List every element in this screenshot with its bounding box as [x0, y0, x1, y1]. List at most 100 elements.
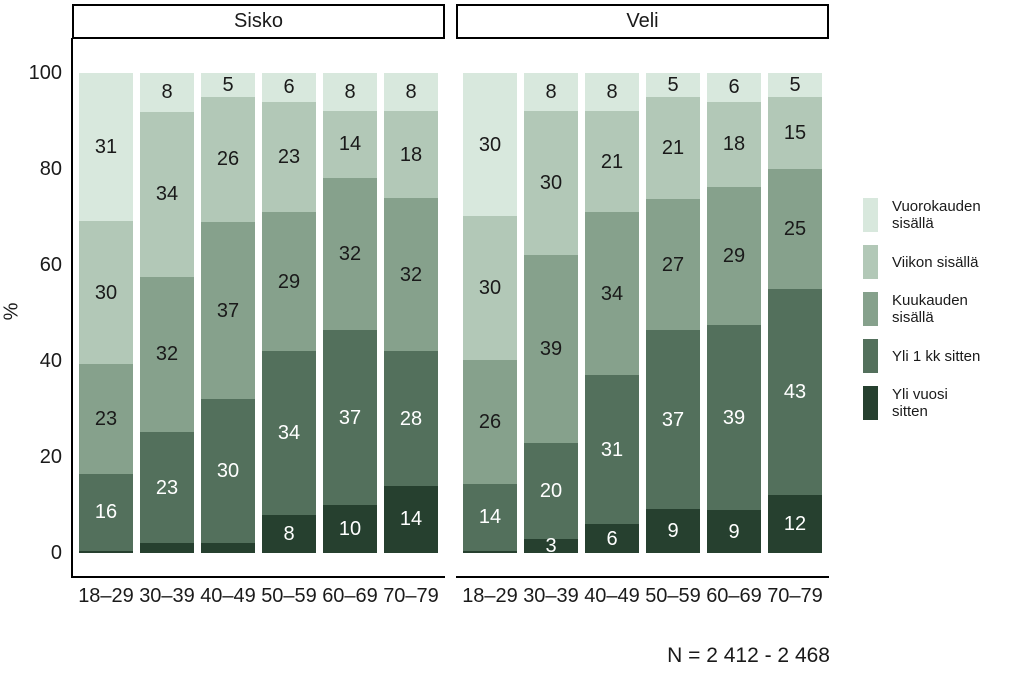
bar-segment: 3 [524, 536, 578, 556]
bar-segment: 14 [463, 483, 517, 551]
bar-value-label: 8 [606, 81, 618, 104]
bar-segment: 30 [201, 399, 255, 544]
bar-segment: 30 [463, 73, 517, 217]
bar-segment: 10 [323, 505, 377, 553]
stacked-bar: 8 14 32 37 10 [323, 73, 377, 553]
bar-value-label: 14 [478, 506, 502, 529]
bar-segment: 43 [768, 289, 822, 496]
bar-value-label: 26 [478, 410, 502, 433]
y-axis-line [71, 38, 73, 578]
bar-segment: 32 [384, 197, 438, 352]
legend-color-swatch [863, 292, 878, 326]
bar-segment: 14 [323, 111, 377, 178]
bar-segment: 32 [323, 177, 377, 330]
x-axis-line [72, 576, 445, 578]
stacked-bar: 6 23 29 34 8 [262, 73, 316, 553]
bar-segment: 6 [585, 524, 639, 553]
bar-segment: 39 [524, 255, 578, 443]
bar-segment: 37 [201, 221, 255, 400]
bar-value-label: 6 [283, 76, 295, 99]
legend-label: Viikon sisällä [892, 254, 978, 271]
bar-value-label: 5 [789, 74, 801, 96]
bar-value-label: 37 [338, 406, 362, 429]
bar-value-label: 37 [661, 408, 685, 431]
bar-segment: 15 [768, 97, 822, 169]
bar-segment: 5 [201, 73, 255, 97]
bar-segment: 30 [524, 111, 578, 256]
x-tick-label: 60–69 [322, 585, 378, 607]
legend-label-line: Yli 1 kk sitten [892, 347, 981, 365]
bar-value-label: 32 [155, 343, 179, 366]
bar-value-label: 8 [161, 81, 173, 104]
bar-value-label: 6 [606, 527, 618, 550]
bar-value-label: 9 [728, 520, 740, 543]
bar-value-label: 34 [600, 282, 624, 305]
y-tick-label: 80 [39, 158, 62, 180]
x-tick-label: 30–39 [523, 585, 579, 607]
bar-value-label: 29 [722, 244, 746, 267]
legend-label: Vuorokauden sisällä [892, 198, 981, 232]
bars-area: 30 30 26 14 8 30 39 20 3 8 21 34 31 6 5 21 27 37 9 6 18 29 39 9… [456, 73, 829, 556]
x-tick-label: 40–49 [200, 585, 256, 607]
stacked-bar: 30 30 26 14 [463, 73, 517, 553]
stacked-bar: 5 15 25 43 12 [768, 73, 822, 553]
bar-segment: 5 [646, 73, 700, 98]
legend: Vuorokauden sisällä Viikon sisällä Kuukaude… [863, 198, 981, 420]
legend-color-swatch [863, 245, 878, 279]
bar-segment: 23 [262, 101, 316, 213]
bar-value-label: 20 [539, 479, 563, 502]
bar-value-label: 25 [783, 218, 807, 240]
x-tick-label: 50–59 [261, 585, 317, 607]
bar-segment: 18 [707, 101, 761, 188]
bar-segment: 6 [707, 73, 761, 102]
stacked-bar: 8 21 34 31 6 [585, 73, 639, 553]
legend-color-swatch [863, 386, 878, 420]
legend-label: Yli vuosi sitten [892, 386, 948, 420]
bar-value-label: 32 [399, 263, 423, 286]
bar-value-label: 21 [661, 137, 685, 160]
sample-size-note: N = 2 412 - 2 468 [667, 644, 830, 667]
bar-segment: 23 [79, 364, 133, 475]
bar-value-label: 9 [667, 520, 679, 543]
bar-value-label: 29 [277, 270, 301, 293]
bar-value-label: 23 [155, 476, 179, 499]
bars-area: 31 30 23 16 8 34 32 23 5 26 37 30 6 23 29 34 8 8 14 32 37 10 8… [72, 73, 445, 553]
y-tick-label: 100 [28, 62, 62, 84]
stacked-bar: 8 34 32 23 [140, 73, 194, 553]
x-axis-tick-labels: 18–29 30–39 40–49 50–59 60–69 70–79 [456, 584, 829, 608]
bar-value-label: 18 [722, 133, 746, 156]
bar-segment: 23 [140, 431, 194, 544]
bar-segment: 25 [768, 169, 822, 289]
legend-item: Kuukauden sisällä [863, 292, 981, 326]
bar-value-label: 30 [478, 276, 502, 299]
bar-value-label: 34 [277, 421, 301, 444]
bar-value-label: 21 [600, 150, 624, 173]
y-tick-label: 40 [39, 350, 62, 372]
bar-segment: 8 [524, 73, 578, 112]
bar-segment: 32 [140, 276, 194, 432]
bar-value-label: 39 [722, 406, 746, 429]
bar-value-label: 34 [155, 183, 179, 206]
bar-segment: 6 [262, 73, 316, 102]
bar-value-label: 14 [338, 133, 362, 156]
bar-segment: 26 [201, 97, 255, 222]
bar-segment: 5 [768, 73, 822, 97]
legend-item: Yli vuosi sitten [863, 386, 981, 420]
bar-segment: 27 [646, 199, 700, 330]
facet-title: Veli [626, 10, 659, 32]
bar-segment: 29 [707, 187, 761, 325]
bar-segment: 8 [585, 73, 639, 112]
x-tick-label: 60–69 [706, 585, 762, 607]
bar-value-label: 8 [545, 81, 557, 104]
bar-segment: 18 [384, 111, 438, 198]
bar-value-label: 8 [344, 81, 356, 103]
legend-label-line: sisällä [892, 309, 934, 326]
bar-segment: 9 [646, 509, 700, 553]
legend-label-line: Kuukauden [892, 292, 968, 309]
bar-value-label: 30 [216, 460, 240, 483]
bar-segment: 31 [585, 375, 639, 525]
x-tick-label: 70–79 [383, 585, 439, 607]
stacked-bar: 5 21 27 37 9 [646, 73, 700, 553]
x-tick-label: 50–59 [645, 585, 701, 607]
